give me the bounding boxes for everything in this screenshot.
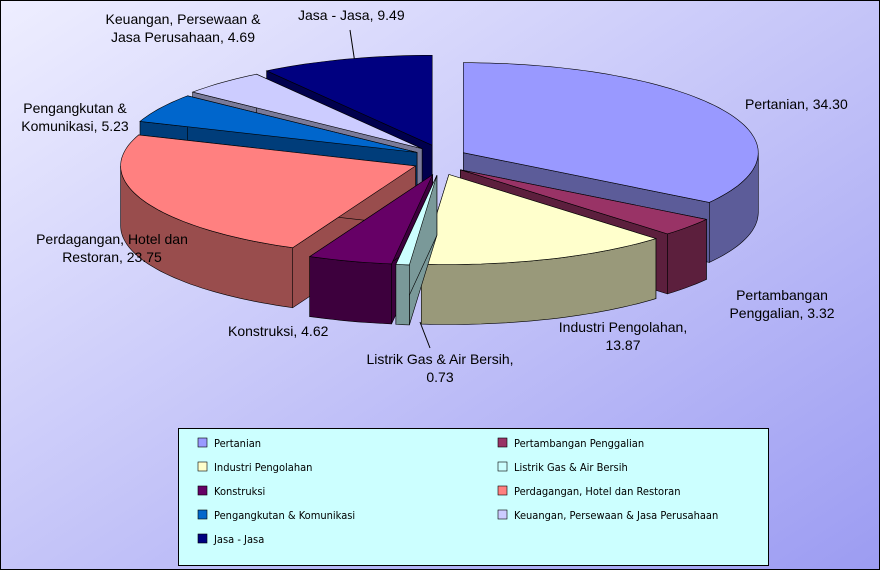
- data-label: Industri Pengolahan, 13.87: [558, 319, 688, 353]
- slice: [395, 175, 438, 266]
- data-label: Pertambangan Penggalian, 3.32: [729, 287, 835, 321]
- legend-label: Perdagangan, Hotel dan Restoran: [514, 485, 681, 498]
- legend: Pertanian Pertambangan Penggalian Industri…: [197, 437, 718, 546]
- slice-wall: [395, 264, 410, 326]
- slice: [460, 169, 708, 235]
- legend-label: Keuangan, Persewaan & Jasa Perusahaan: [514, 509, 718, 522]
- legend-swatch: [197, 533, 208, 544]
- data-label: Pengangkutan & Komunikasi, 5.23: [21, 100, 129, 134]
- legend-swatch: [197, 509, 208, 520]
- data-label: Konstruksi, 4.62: [228, 323, 329, 339]
- data-label: Perdagangan, Hotel dan Restoran, 23.75: [36, 231, 188, 265]
- legend-swatch: [197, 461, 208, 472]
- legend-label: Industri Pengolahan: [214, 461, 312, 474]
- legend-swatch: [497, 437, 508, 448]
- legend-label: Pertanian: [214, 437, 261, 450]
- legend-label: Jasa - Jasa: [213, 533, 264, 546]
- slice: [308, 173, 434, 265]
- data-label: Pertanian, 34.30: [745, 96, 848, 112]
- legend-box: [178, 428, 769, 566]
- slice: [265, 55, 433, 146]
- data-label: Jasa - Jasa, 9.49: [298, 7, 405, 23]
- slice: [420, 174, 657, 265]
- legend-swatch: [197, 437, 208, 448]
- legend-label: Konstruksi: [214, 485, 265, 498]
- legend-swatch: [197, 485, 208, 496]
- legend-label: Listrik Gas & Air Bersih: [514, 461, 628, 474]
- legend-label: Pengangkutan & Komunikasi: [214, 509, 355, 522]
- slice: [463, 62, 759, 203]
- legend-swatch: [497, 509, 508, 520]
- legend-swatch: [497, 485, 508, 496]
- legend-swatch: [497, 461, 508, 472]
- data-label: Keuangan, Persewaan & Jasa Perusahaan, 4…: [105, 11, 261, 45]
- slice: [120, 134, 417, 249]
- slice-wall: [309, 256, 392, 325]
- data-label: Listrik Gas & Air Bersih, 0.73: [366, 351, 514, 385]
- leader-line: [419, 321, 431, 349]
- pie: [120, 55, 759, 326]
- slice: [191, 73, 423, 149]
- slice: [139, 95, 418, 153]
- legend-label: Pertambangan Penggalian: [514, 437, 644, 450]
